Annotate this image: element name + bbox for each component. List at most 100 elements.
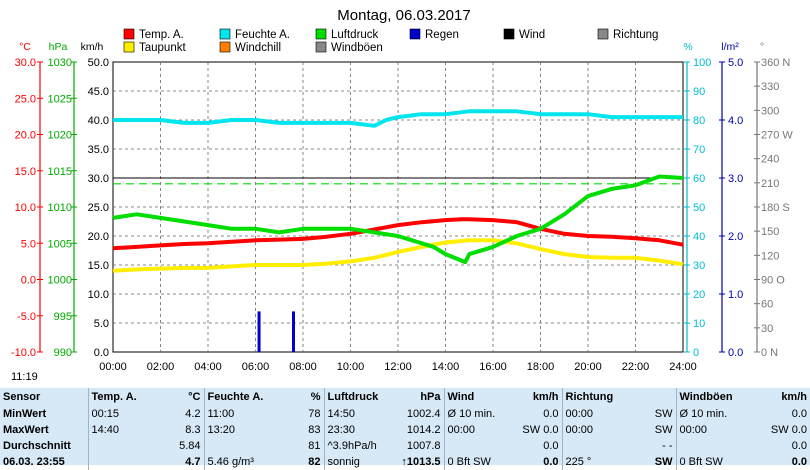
stats-cell: - -	[662, 440, 673, 452]
stats-header-cell: Windböen	[675, 388, 748, 406]
axis-tick-label: 15.0	[88, 260, 109, 272]
legend-label: Regen	[425, 29, 459, 41]
axis-tick-label: 40	[693, 231, 705, 243]
axis-tick-label: 990	[54, 347, 72, 359]
axis-unit-label: hPa	[49, 41, 68, 53]
axis-tick-label: 30	[761, 323, 773, 335]
axis-tick-label: 15.0	[15, 166, 36, 178]
axis-tick-label: 40.0	[88, 115, 109, 127]
stats-cell	[443, 438, 514, 454]
axis-tick-label: 0 N	[761, 347, 778, 359]
rain-bar	[257, 311, 261, 352]
stats-cell: 00:15	[87, 406, 158, 422]
stats-row: MinWert 00:15 4.2 11:00 78 14:50 1002.4 Ø 10 mi…	[0, 406, 810, 422]
stats-row-label: MinWert	[3, 408, 47, 420]
stats-cell: ↑1013.5	[401, 456, 441, 468]
axis-tick-label: 25.0	[15, 93, 36, 105]
x-tick-label: 24:00	[669, 361, 697, 373]
x-tick-label: 00:00	[99, 361, 127, 373]
stats-cell: 225 °	[561, 454, 628, 470]
stats-cell: Ø 10 min.	[675, 406, 748, 422]
stats-cell	[87, 438, 158, 454]
stats-cell: 4.7	[185, 456, 201, 468]
stats-cell	[203, 438, 280, 454]
axis-tick-label: 20.0	[88, 231, 109, 243]
stats-cell: SW 0.0	[522, 424, 559, 436]
stats-header-cell: Temp. A.	[87, 388, 158, 406]
stats-cell: 14:40	[87, 422, 158, 438]
stats-cell: SW 0.0	[770, 424, 807, 436]
x-tick-label: 16:00	[479, 361, 507, 373]
data-series	[112, 109, 684, 352]
axis-tick-label: 0	[693, 347, 699, 359]
axis-tick-label: 60	[693, 173, 705, 185]
axis-tick-label: 2.0	[728, 231, 743, 243]
axis-unit-label: %	[683, 41, 692, 53]
stats-cell	[561, 438, 628, 454]
axis-tick-label: 30	[693, 260, 705, 272]
axis-tick-label: 0.0	[21, 275, 36, 287]
stats-cell: 0 Bft SW	[675, 454, 748, 470]
legend-label: Windchill	[235, 42, 281, 54]
stats-cell: 1014.2	[406, 424, 441, 436]
stats-header-cell: Feuchte A.	[203, 388, 280, 406]
axis-tick-label: 20.0	[15, 130, 36, 142]
legend-swatch	[219, 41, 231, 53]
axis-tick-label: 210	[761, 178, 779, 190]
axis-tick-label: 1000	[48, 275, 72, 287]
statistics-table: Sensor Temp. A. °C Feuchte A.% Luftdruck hPa W…	[0, 388, 810, 470]
axis-tick-label: 0.0	[94, 347, 109, 359]
legend-swatch	[315, 28, 327, 40]
axis-unit-label: km/h	[81, 41, 104, 53]
legend-swatch	[597, 28, 609, 40]
stats-cell: 00:00	[675, 422, 748, 438]
axis-tick-label: -5.0	[17, 311, 36, 323]
rain-bar	[292, 311, 295, 352]
stats-cell: 82	[308, 456, 321, 468]
stats-header-cell: °C	[188, 391, 201, 403]
stats-cell: 81	[308, 440, 321, 452]
stats-cell: 5.46 g/m³	[203, 454, 280, 470]
axis-tick-label: 45.0	[88, 86, 109, 98]
x-tick-label: 18:00	[527, 361, 555, 373]
axis-headers: °C hPa km/h% l/m² °	[19, 41, 764, 53]
stats-cell: 13:20	[203, 422, 280, 438]
stats-header-cell	[628, 388, 676, 406]
stats-cell: SW	[654, 424, 673, 436]
legend-label: Luftdruck	[331, 29, 379, 41]
stats-cell: 1007.8	[406, 440, 441, 452]
axis-tick-label: 30.0	[88, 173, 109, 185]
axis-tick-label: 240	[761, 154, 779, 166]
stats-header-cell: Wind	[443, 388, 514, 406]
axis-unit-label: l/m²	[721, 41, 739, 53]
legend-label: Feuchte A.	[235, 29, 290, 41]
weather-chart: Montag, 06.03.2017 Temp. A. Feuchte A. Luf…	[11, 7, 793, 373]
stats-row: 06.03. 23:55 4.7 5.46 g/m³ 82 sonnig ↑1013.5 0…	[0, 454, 810, 470]
stats-cell: 0.0	[791, 456, 807, 468]
stats-row-label: MaxWert	[3, 424, 49, 436]
x-tick-label: 20:00	[574, 361, 602, 373]
legend-label: Temp. A.	[139, 29, 184, 41]
stats-header-cell: hPa	[420, 391, 441, 403]
stats-cell: 00:00	[443, 422, 514, 438]
axis-tick-label: 300	[761, 105, 779, 117]
axis-tick-label: 1005	[48, 238, 72, 250]
legend-swatch	[315, 41, 327, 53]
x-tick-label: 22:00	[622, 361, 650, 373]
axis-tick-label: 25.0	[88, 202, 109, 214]
series-line	[112, 217, 684, 251]
axis-tick-label: 50.0	[88, 57, 109, 69]
x-tick-label: 02:00	[147, 361, 175, 373]
x-tick-label: 04:00	[194, 361, 222, 373]
axis-tick-label: 1030	[48, 57, 72, 69]
legend-label: Taupunkt	[139, 42, 186, 54]
x-tick-label: 12:00	[384, 361, 412, 373]
axis-tick-label: 360 N	[761, 57, 790, 69]
stats-cell: 4.2	[185, 408, 201, 420]
axis-tick-label: 30.0	[15, 57, 36, 69]
axis-unit-label: °C	[19, 41, 31, 53]
stats-cell: 11:00	[203, 406, 280, 422]
x-tick-label: 06:00	[242, 361, 270, 373]
axis-tick-label: 1025	[48, 93, 72, 105]
stats-cell: 8.3	[185, 424, 201, 436]
